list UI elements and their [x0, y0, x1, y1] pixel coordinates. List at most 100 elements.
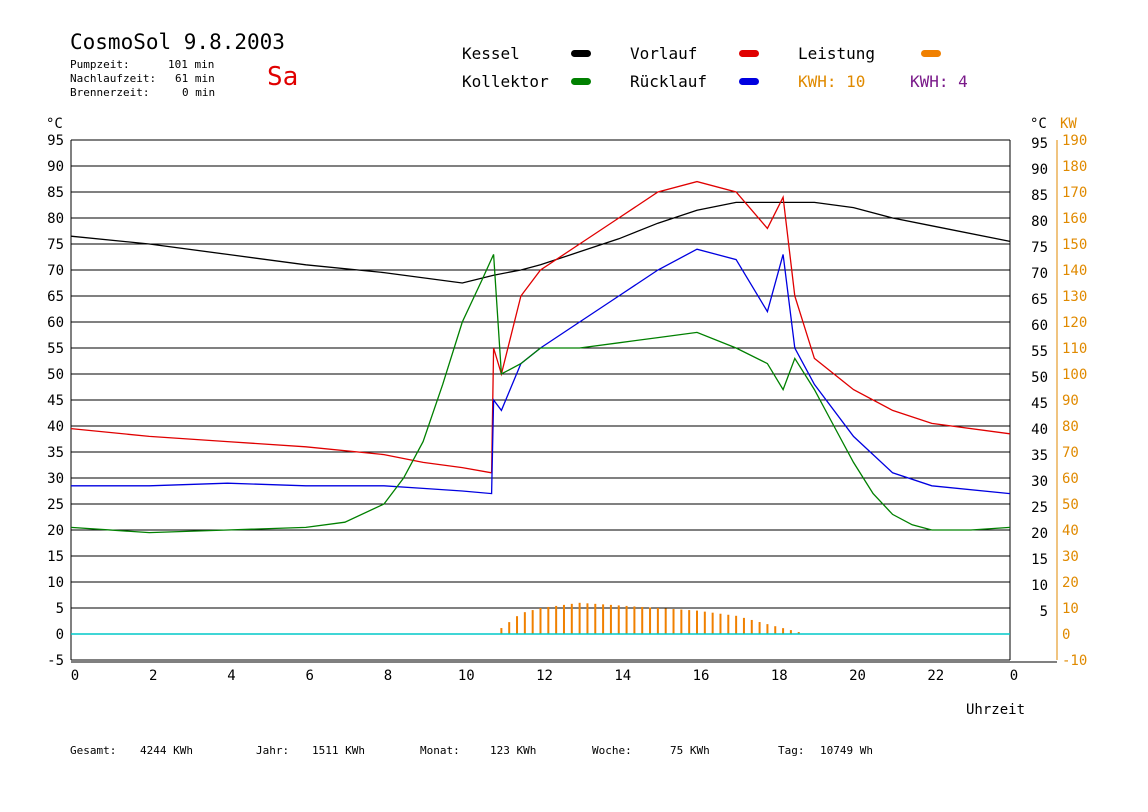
y2-tick-label: 20: [1062, 575, 1079, 591]
y-right-tick-label: 40: [1031, 422, 1048, 438]
y-tick-label: 75: [47, 237, 64, 253]
stat-brennerzeit-label: Brennerzeit:: [70, 86, 150, 99]
y2-tick-label: 10: [1062, 601, 1079, 617]
y-right-tick-label: 55: [1031, 344, 1048, 360]
x-tick-label: 0: [1010, 668, 1018, 684]
y-right-tick-label: 20: [1031, 526, 1048, 542]
y-tick-label: 80: [47, 211, 64, 227]
y-right-tick-label: 30: [1031, 474, 1048, 490]
x-tick-label: 14: [614, 668, 631, 684]
x-tick-label: 22: [927, 668, 944, 684]
y-right-tick-label: 70: [1031, 266, 1048, 282]
chart-ticks: 95908580757065605550454035302520151050-5…: [47, 133, 1087, 684]
y-right-tick-label: 10: [1031, 578, 1048, 594]
legend-kwh-value-2: KWH: 4: [910, 72, 968, 91]
footer-jahr-value: 1511 KWh: [312, 744, 365, 757]
y-tick-label: 10: [47, 575, 64, 591]
legend-label-kessel: Kessel: [462, 44, 520, 63]
y2-tick-label: 80: [1062, 419, 1079, 435]
y-tick-label: 20: [47, 523, 64, 539]
y-tick-label: 65: [47, 289, 64, 305]
series-line-kessel: [70, 201, 1011, 284]
x-axis-label: Uhrzeit: [966, 702, 1025, 718]
y2-tick-label: 70: [1062, 445, 1079, 461]
y-axis-unit-left: °C: [46, 116, 63, 132]
y-tick-label: 5: [56, 601, 64, 617]
y2-tick-label: 110: [1062, 341, 1087, 357]
x-tick-label: 10: [458, 668, 475, 684]
footer-woche-value: 75 KWh: [670, 744, 710, 757]
x-tick-label: 20: [849, 668, 866, 684]
y-right-tick-label: 50: [1031, 370, 1048, 386]
y-right-tick-label: 65: [1031, 292, 1048, 308]
legend-kwh-value-1: KWH: 10: [798, 72, 866, 91]
x-tick-label: 12: [536, 668, 553, 684]
y-right-tick-label: 15: [1031, 552, 1048, 568]
legend-swatch-ruecklauf: [739, 78, 759, 85]
y2-tick-label: 50: [1062, 497, 1079, 513]
footer-monat-value: 123 KWh: [490, 744, 537, 757]
x-tick-label: 4: [227, 668, 235, 684]
footer-gesamt-label: Gesamt:: [70, 744, 117, 757]
y2-tick-label: 120: [1062, 315, 1087, 331]
legend-label-vorlauf: Vorlauf: [630, 44, 698, 63]
x-tick-label: 6: [306, 668, 314, 684]
y-tick-label: 40: [47, 419, 64, 435]
y-tick-label: 85: [47, 185, 64, 201]
y-right-tick-label: 90: [1031, 162, 1048, 178]
y-right-tick-label: 5: [1040, 604, 1048, 620]
y-tick-label: 55: [47, 341, 64, 357]
footer-tag-label: Tag:: [778, 744, 805, 757]
series-line-vorlauf: [70, 180, 1011, 474]
y2-tick-label: 60: [1062, 471, 1079, 487]
stat-nachlaufzeit-label: Nachlaufzeit:: [70, 72, 157, 85]
y-axis-unit-right: °C: [1030, 116, 1047, 132]
y-tick-label: 70: [47, 263, 64, 279]
y-right-tick-label: 95: [1031, 136, 1048, 152]
y2-tick-label: 150: [1062, 237, 1087, 253]
y2-tick-label: 170: [1062, 185, 1087, 201]
y-tick-label: 30: [47, 471, 64, 487]
y2-tick-label: 190: [1062, 133, 1087, 149]
y-tick-label: 15: [47, 549, 64, 565]
y2-tick-label: 100: [1062, 367, 1087, 383]
y2-tick-label: 180: [1062, 159, 1087, 175]
stat-nachlaufzeit-value: 61 min: [175, 72, 215, 85]
legend-swatch-kollektor: [571, 78, 591, 85]
footer-woche-label: Woche:: [592, 744, 632, 757]
y-tick-label: 25: [47, 497, 64, 513]
y-right-tick-label: 85: [1031, 188, 1048, 204]
footer-jahr-label: Jahr:: [256, 744, 290, 757]
y-right-tick-label: 25: [1031, 500, 1048, 516]
y2-tick-label: 140: [1062, 263, 1087, 279]
legend-label-leistung: Leistung: [798, 44, 876, 63]
y-right-tick-label: 80: [1031, 214, 1048, 230]
y-tick-label: 0: [56, 627, 64, 643]
stat-pumpzeit-value: 101 min: [168, 58, 215, 71]
y2-tick-label: 30: [1062, 549, 1079, 565]
y2-tick-label: 130: [1062, 289, 1087, 305]
y2-tick-label: 90: [1062, 393, 1079, 409]
y-tick-label: 50: [47, 367, 64, 383]
x-tick-label: 16: [693, 668, 710, 684]
footer-tag-value: 10749 Wh: [820, 744, 873, 757]
y2-tick-label: 0: [1062, 627, 1070, 643]
legend-swatch-vorlauf: [739, 50, 759, 57]
x-tick-label: 0: [71, 668, 79, 684]
stat-pumpzeit-label: Pumpzeit:: [70, 58, 130, 71]
footer-gesamt-value: 4244 KWh: [140, 744, 193, 757]
footer-monat-label: Monat:: [420, 744, 460, 757]
stat-brennerzeit-value: 0 min: [182, 86, 216, 99]
y-right-tick-label: 35: [1031, 448, 1048, 464]
y-tick-label: 45: [47, 393, 64, 409]
y-tick-label: 60: [47, 315, 64, 331]
y-right-tick-label: 60: [1031, 318, 1048, 334]
y-right-tick-label: 45: [1031, 396, 1048, 412]
series-line-kollektor: [70, 254, 1011, 534]
legend-swatch-kessel: [571, 50, 591, 57]
legend-label-ruecklauf: Rücklauf: [630, 72, 708, 91]
legend-swatch-leistung: [921, 50, 941, 57]
chart-title: CosmoSol 9.8.2003: [70, 30, 285, 54]
x-tick-label: 8: [384, 668, 392, 684]
